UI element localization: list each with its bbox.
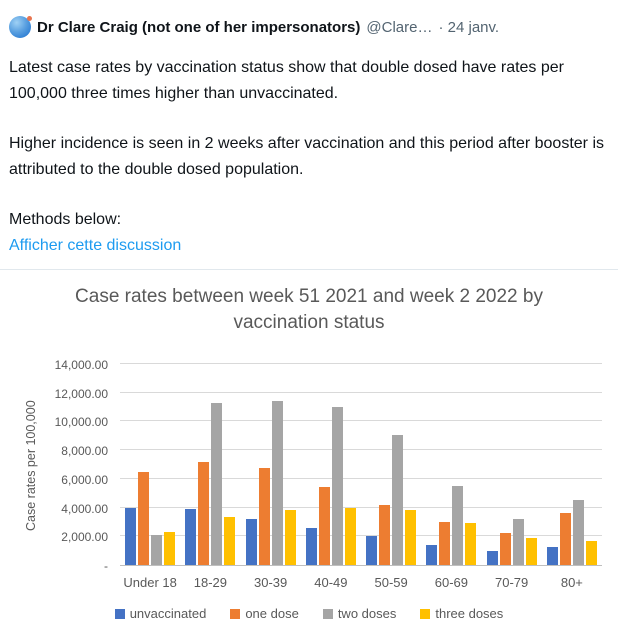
bar-three-doses xyxy=(284,510,296,565)
bar-one-dose xyxy=(559,512,571,565)
gridline xyxy=(120,449,602,451)
bar-two-doses xyxy=(271,401,283,565)
divider xyxy=(0,269,618,270)
y-axis-tick: - xyxy=(104,559,108,573)
bar-one-dose xyxy=(439,521,451,565)
bar-three-doses xyxy=(525,537,537,565)
legend-label: three doses xyxy=(435,606,504,621)
y-axis-tick: 2,000.00 xyxy=(61,530,108,545)
bar-unvaccinated xyxy=(185,509,197,565)
bar-group-30-39 xyxy=(241,365,301,565)
bar-unvaccinated xyxy=(486,550,498,565)
bar-unvaccinated xyxy=(546,547,558,565)
legend-swatch xyxy=(114,608,125,619)
x-axis-label: 70-79 xyxy=(495,575,529,590)
bar-two-doses xyxy=(392,435,404,565)
chart-legend: unvaccinated one dose two doses three doses xyxy=(0,606,618,621)
bar-three-doses xyxy=(164,531,176,565)
bar-two-doses xyxy=(512,519,524,565)
gridline xyxy=(120,477,602,479)
bar-two-doses xyxy=(452,486,464,565)
x-axis-label: 30-39 xyxy=(254,575,288,590)
y-axis-tick: 6,000.00 xyxy=(61,472,108,487)
author-name[interactable]: Dr Clare Craig (not one of her impersona… xyxy=(37,18,361,36)
tweet-text-paragraph-1: Latest case rates by vaccination status … xyxy=(9,59,564,102)
gridline xyxy=(120,535,602,537)
bar-three-doses xyxy=(405,509,417,565)
y-axis-tick: 8,000.00 xyxy=(61,444,108,459)
y-axis-tick: 14,000.00 xyxy=(54,358,108,372)
bar-two-doses xyxy=(572,499,584,565)
author-handle[interactable]: @Clare… xyxy=(366,18,433,36)
legend-item-one-dose: one dose xyxy=(230,606,299,621)
y-axis-tick: 10,000.00 xyxy=(54,415,108,430)
gridline xyxy=(120,391,602,393)
x-axis-label: Under 18 xyxy=(123,575,177,590)
legend-swatch xyxy=(420,608,431,619)
tweet-text-paragraph-2: Higher incidence is seen in 2 weeks afte… xyxy=(9,135,604,178)
bar-one-dose xyxy=(499,532,511,565)
x-axis-labels: Under 18 18-29 30-39 40-49 50-59 60-69 70-79 80… xyxy=(120,575,602,590)
bar-group-80+ xyxy=(542,365,602,565)
bar-one-dose xyxy=(379,504,391,565)
x-axis-label: 40-49 xyxy=(314,575,348,590)
x-axis-label: 18-29 xyxy=(193,575,227,590)
bar-group-40-49 xyxy=(301,365,361,565)
x-axis-label: 50-59 xyxy=(374,575,408,590)
bar-three-doses xyxy=(224,516,236,565)
avatar[interactable] xyxy=(9,16,32,38)
y-axis-tick: 12,000.00 xyxy=(54,386,108,401)
bar-one-dose xyxy=(138,472,150,565)
chart-image[interactable]: Case rates between week 51 2021 and week… xyxy=(0,270,618,643)
bar-group-70-79 xyxy=(482,365,542,565)
y-axis-tick: 4,000.00 xyxy=(61,501,108,516)
bar-group-18-29 xyxy=(180,365,240,565)
bar-unvaccinated xyxy=(125,507,137,565)
legend-item-three-doses: three doses xyxy=(420,606,503,621)
legend-item-unvaccinated: unvaccinated xyxy=(114,606,207,621)
bar-two-doses xyxy=(211,403,223,565)
gridline xyxy=(120,420,602,422)
bar-two-doses xyxy=(151,534,163,565)
x-axis-label: 60-69 xyxy=(434,575,468,590)
bar-unvaccinated xyxy=(366,535,378,565)
chart-title: Case rates between week 51 2021 and week… xyxy=(0,284,618,336)
chart-title-text: Case rates between week 51 2021 and week… xyxy=(75,286,543,333)
bar-group-under-18 xyxy=(120,365,180,565)
bar-group-60-69 xyxy=(421,365,481,565)
bar-three-doses xyxy=(344,508,356,565)
y-axis-ticks: - 2,000.00 4,000.00 6,000.00 8,000.00 10,000.… xyxy=(0,358,113,573)
bar-unvaccinated xyxy=(426,544,438,565)
gridline xyxy=(120,363,602,364)
legend-label: unvaccinated xyxy=(129,606,207,621)
plot-area xyxy=(120,363,602,566)
tweet-header: Dr Clare Craig (not one of her impersona… xyxy=(9,0,609,38)
bar-one-dose xyxy=(318,486,330,565)
bar-three-doses xyxy=(465,522,477,565)
legend-label: two doses xyxy=(337,606,397,621)
bar-one-dose xyxy=(258,468,270,565)
bar-unvaccinated xyxy=(305,528,317,565)
timestamp[interactable]: · 24 janv. xyxy=(438,18,500,36)
tweet-text-paragraph-3: Methods below: xyxy=(9,211,122,228)
bar-unvaccinated xyxy=(245,519,257,565)
bar-group-50-59 xyxy=(361,365,421,565)
bar-three-doses xyxy=(585,540,597,565)
bar-one-dose xyxy=(198,462,210,565)
x-axis-label: 80+ xyxy=(560,575,583,590)
legend-swatch xyxy=(322,608,333,619)
legend-item-two-doses: two doses xyxy=(322,606,397,621)
legend-label: one dose xyxy=(245,606,299,621)
legend-swatch xyxy=(230,608,241,619)
gridline xyxy=(120,506,602,508)
bar-two-doses xyxy=(331,407,343,565)
show-thread-link[interactable]: Afficher cette discussion xyxy=(9,237,182,254)
